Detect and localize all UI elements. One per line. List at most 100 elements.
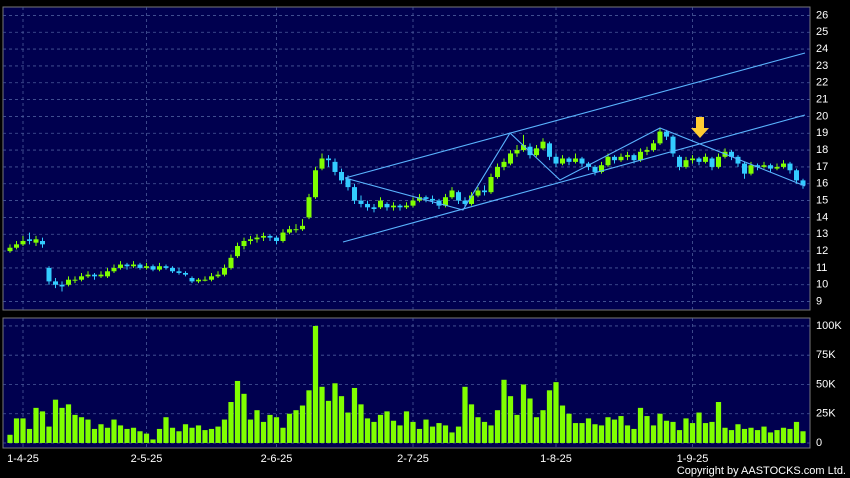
volume-bar bbox=[566, 413, 572, 443]
candle-body bbox=[566, 158, 572, 162]
candle-body bbox=[501, 161, 507, 167]
volume-bar bbox=[780, 427, 787, 443]
candle-body bbox=[371, 207, 377, 209]
candle-body bbox=[365, 203, 370, 208]
candle-body bbox=[592, 166, 598, 172]
volume-bar bbox=[715, 402, 722, 443]
volume-bar bbox=[234, 380, 241, 443]
volume-bar bbox=[85, 419, 91, 443]
volume-bar bbox=[260, 421, 267, 443]
volume-bar bbox=[423, 419, 429, 443]
candle-body bbox=[118, 264, 123, 268]
trend-line bbox=[344, 127, 806, 211]
volume-bar bbox=[332, 383, 338, 443]
volume-bar bbox=[78, 417, 85, 443]
x-tick-label: 2-7-25 bbox=[397, 453, 429, 465]
volume-bar bbox=[65, 404, 72, 443]
candle-body bbox=[774, 166, 780, 169]
volume-bar bbox=[618, 416, 624, 443]
candle-body bbox=[631, 155, 637, 161]
candle-body bbox=[157, 266, 162, 270]
volume-bar bbox=[137, 431, 143, 443]
volume-bar bbox=[267, 414, 273, 443]
candle-body bbox=[163, 266, 169, 268]
volume-bar bbox=[689, 423, 696, 443]
trend-line bbox=[344, 52, 806, 179]
y-tick-label: 11 bbox=[816, 262, 827, 274]
volume-bar bbox=[624, 425, 631, 443]
candle-body bbox=[573, 158, 578, 162]
volume-bar bbox=[767, 432, 774, 443]
volume-bar bbox=[280, 427, 286, 443]
volume-bar bbox=[345, 412, 351, 443]
candle-body bbox=[150, 266, 156, 270]
volume-bar bbox=[761, 426, 767, 443]
candle-body bbox=[488, 177, 494, 193]
volume-bar bbox=[416, 428, 423, 443]
volume-bar bbox=[468, 404, 475, 443]
candle-body bbox=[423, 197, 429, 199]
candle-body bbox=[553, 156, 559, 164]
volume-bar bbox=[462, 386, 468, 443]
volume-bar bbox=[26, 428, 33, 443]
candle-body bbox=[540, 141, 546, 149]
candle-body bbox=[235, 246, 240, 257]
volume-bar bbox=[637, 407, 644, 443]
volume-bar bbox=[293, 410, 299, 443]
candle-body bbox=[79, 276, 84, 280]
volume-bar bbox=[702, 423, 709, 443]
volume-bar bbox=[800, 431, 806, 443]
candle-body bbox=[222, 267, 227, 275]
volume-bar bbox=[358, 404, 364, 443]
candle-body bbox=[274, 237, 279, 241]
y-tick-label: 19 bbox=[816, 127, 828, 139]
candle-body bbox=[462, 200, 468, 204]
volume-bar bbox=[72, 414, 78, 443]
volume-bar bbox=[247, 419, 254, 443]
volume-bar bbox=[657, 413, 663, 443]
candle-body bbox=[280, 232, 286, 241]
volume-bar bbox=[598, 425, 605, 443]
volume-bar bbox=[494, 410, 501, 443]
candle-body bbox=[137, 264, 143, 268]
volume-bar bbox=[774, 430, 780, 443]
volume-bar bbox=[221, 419, 228, 443]
volume-bar bbox=[475, 417, 481, 443]
volume-bar bbox=[111, 419, 117, 443]
volume-bar bbox=[176, 431, 182, 443]
trend-line bbox=[342, 114, 806, 243]
copyright: Copyright by AASTOCKS.com Ltd. bbox=[677, 465, 846, 477]
y-tick-label: 26 bbox=[816, 9, 828, 21]
volume-bar bbox=[735, 424, 741, 443]
candle-body bbox=[14, 244, 19, 248]
volume-bar bbox=[33, 407, 39, 443]
volume-bar bbox=[104, 427, 111, 443]
volume-bar bbox=[319, 386, 325, 443]
candle-body bbox=[111, 267, 117, 272]
y-tick-label: 20 bbox=[816, 110, 828, 122]
volume-bar bbox=[410, 421, 416, 443]
volume-bar bbox=[156, 428, 163, 443]
volume-bar bbox=[605, 417, 611, 443]
candle-body bbox=[85, 274, 91, 277]
candle-body bbox=[189, 278, 195, 282]
marks-layer bbox=[7, 128, 806, 443]
candle-body bbox=[690, 158, 695, 161]
candle-body bbox=[729, 151, 734, 157]
y-tick-label: 21 bbox=[816, 93, 828, 105]
candle-body bbox=[605, 156, 611, 166]
candle-body bbox=[794, 170, 799, 181]
candle-body bbox=[638, 151, 643, 161]
candle-body bbox=[326, 158, 331, 161]
candle-body bbox=[670, 136, 676, 154]
x-tick-label: 1-8-25 bbox=[540, 453, 572, 465]
volume-bar bbox=[364, 418, 371, 443]
volume-bar bbox=[306, 390, 312, 443]
volume-bar bbox=[663, 420, 670, 443]
volume-bar bbox=[540, 410, 546, 443]
candle-body bbox=[768, 165, 773, 169]
volume-bar bbox=[527, 398, 533, 443]
volume-bar bbox=[553, 382, 559, 443]
candle-body bbox=[378, 200, 383, 208]
